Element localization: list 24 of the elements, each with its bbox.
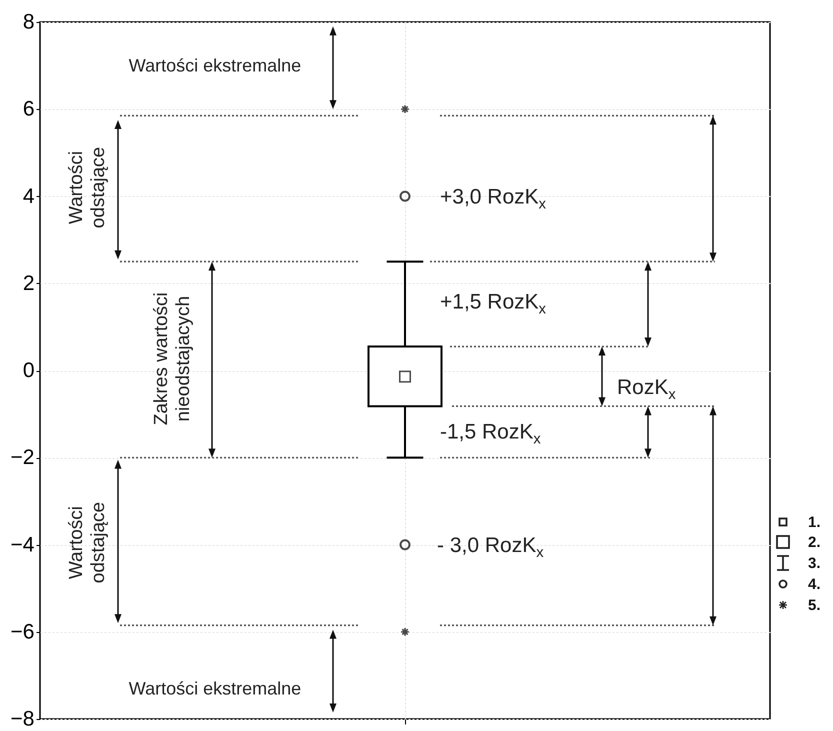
annotation: Wartości ekstremalne [128,678,302,699]
text: 3. [808,554,821,572]
text: 1. [808,514,821,530]
y-tick-label: −2 [10,446,34,470]
annotation: Wartości ekstremalne [128,56,302,76]
y-tick-label: −4 [10,533,35,556]
annotation: Zakres wartości nieodstajacych [150,292,194,426]
annotation: +1,5 RozK$_{x}$ [440,290,547,318]
text: 5. [808,596,821,614]
y-tick-label: −6 [10,620,34,644]
text: 2. [808,534,821,550]
annotation: +3,0 RozK$_{x}$ [440,184,547,212]
y-tick-label: 8 [22,10,34,34]
y-tick-label: −8 [10,708,34,730]
y-tick-label: 2 [22,272,34,295]
annotation: Wartości odstające [66,146,108,228]
y-tick-label: 4 [22,184,35,208]
annotation: - 3,0 RozK$_{x}$ [437,533,544,561]
annotation: -1,5 RozK$_{x}$ [440,420,542,448]
y-tick-label: 0 [22,359,34,382]
annotation: Wartości odstające [66,502,108,584]
text: 4. [808,576,821,592]
y-tick-label: 6 [22,98,34,121]
annotation: RozK$_{x}$ [617,376,676,404]
